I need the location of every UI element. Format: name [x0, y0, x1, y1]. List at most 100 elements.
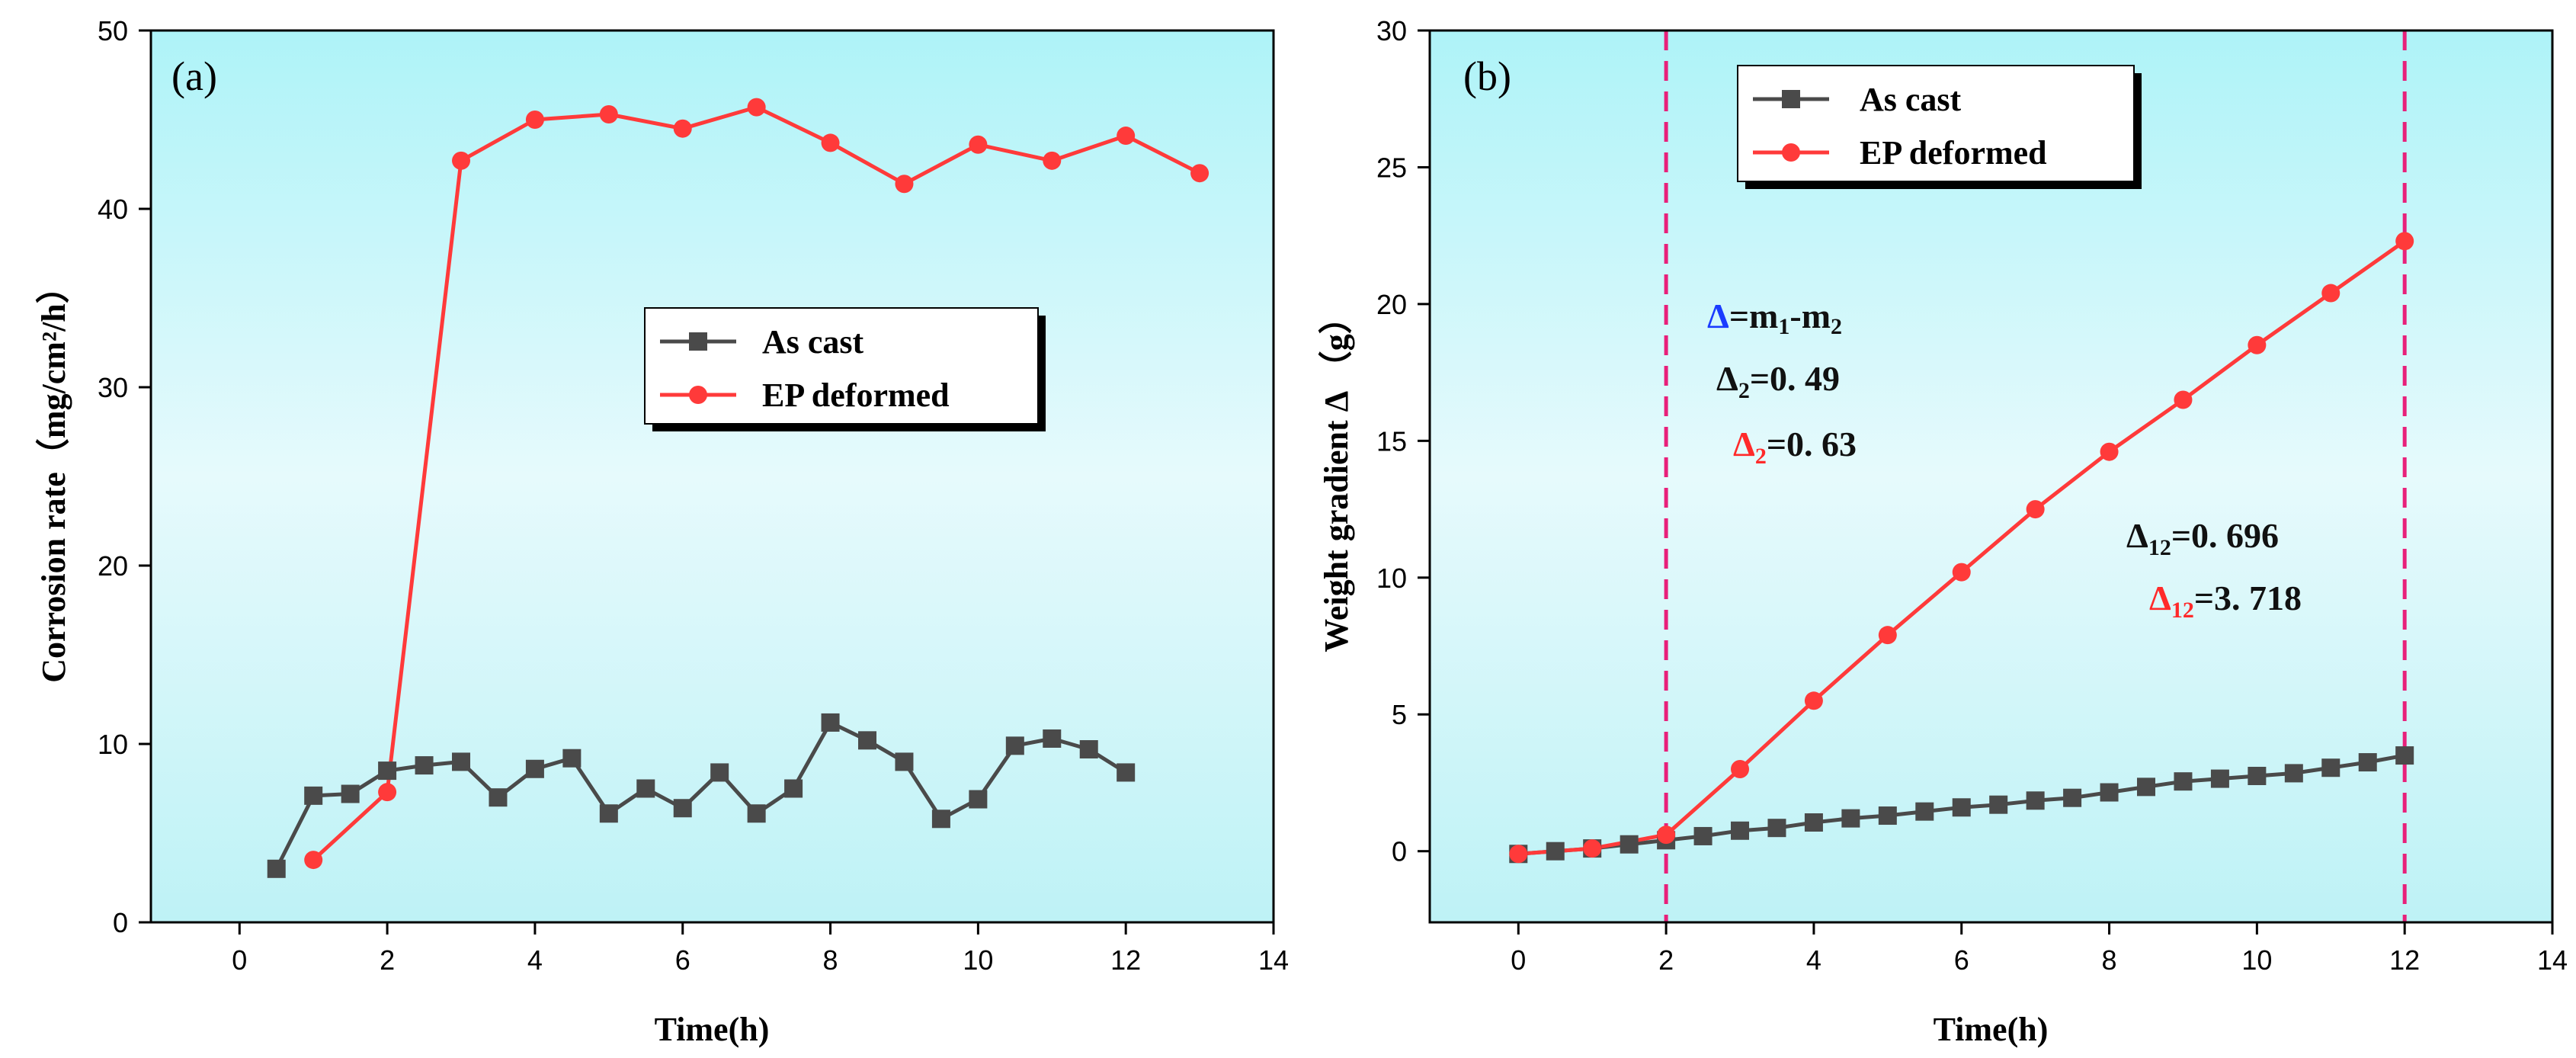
data-point-ep-deformed: [821, 133, 840, 152]
legend-b-ep-deformed-label: EP deformed: [1860, 134, 2047, 172]
panel-a-x-tick-label: 2: [380, 944, 395, 976]
data-point-ep-deformed: [378, 783, 397, 802]
annotation-delta-definition: Δ=m1-m2: [1707, 297, 1842, 339]
panel-b-x-tick-label: 14: [2537, 944, 2568, 976]
panel-b-weight-gradient-chart: 0 2 4 6 8 10 12 14 0 5 10 15 20 25 30 (b) Time(h) Weig…: [1318, 15, 2568, 1048]
data-point-as-cast: [2174, 772, 2193, 791]
data-point-ep-deformed: [525, 111, 544, 129]
data-point-ep-deformed: [1657, 826, 1676, 845]
legend-b-as-cast-marker: [1782, 90, 1800, 108]
annotation-as-cast-delta-2: Δ2=0. 49: [1716, 359, 1840, 403]
data-point-as-cast: [599, 804, 618, 823]
panel-b-plot-frame: [1428, 29, 2554, 924]
data-point-ep-deformed: [2248, 335, 2267, 354]
panel-b-y-tick-label: 15: [1376, 425, 1407, 457]
data-point-as-cast: [489, 788, 508, 807]
panel-a-y-tick-label: 20: [98, 550, 128, 582]
panel-a-corrosion-rate-chart: 0 2 4 6 8 10 12 14 0 10 20 30 40 50 (a) Time(h) Corro…: [35, 15, 1289, 1048]
panel-b-x-tick-label: 10: [2241, 944, 2272, 976]
panel-b-label: (b): [1463, 53, 1511, 99]
legend-as-cast-marker: [689, 332, 707, 351]
data-point-as-cast: [2100, 783, 2119, 802]
panel-b-x-tick-label: 0: [1511, 944, 1526, 976]
data-point-as-cast: [2321, 758, 2341, 777]
data-point-as-cast: [2210, 769, 2229, 788]
data-point-ep-deformed: [2026, 500, 2045, 519]
data-point-as-cast: [710, 763, 729, 782]
data-point-ep-deformed: [1878, 626, 1897, 645]
panel-b-y-tick-label: 20: [1376, 289, 1407, 320]
data-point-as-cast: [1952, 798, 1971, 817]
data-point-ep-deformed: [1731, 760, 1750, 779]
panel-b-x-axis-title: Time(h): [1934, 1011, 2049, 1048]
data-point-as-cast: [1079, 740, 1098, 759]
panel-a-y-tick-label: 10: [98, 729, 128, 760]
data-point-as-cast: [1693, 826, 1713, 845]
data-point-as-cast: [1043, 729, 1062, 748]
data-point-ep-deformed: [1117, 127, 1136, 146]
data-point-as-cast: [452, 752, 471, 771]
annotation-as-cast-delta-12: Δ12=0. 696: [2126, 516, 2279, 560]
panel-b-x-tick-label: 2: [1658, 944, 1674, 976]
panel-a-x-tick-label: 14: [1258, 944, 1289, 976]
data-point-ep-deformed: [1509, 845, 1528, 864]
data-point-as-cast: [267, 859, 286, 878]
annotation-ep-delta-12: Δ12=3. 718: [2149, 579, 2302, 623]
data-point-ep-deformed: [1583, 839, 1602, 858]
data-point-as-cast: [378, 761, 397, 781]
data-point-as-cast: [562, 749, 582, 768]
panel-a-x-tick-label: 0: [232, 944, 247, 976]
panel-b-x-tick-label: 12: [2389, 944, 2420, 976]
panel-b-y-tick-label: 25: [1376, 152, 1407, 183]
panel-a-x-tick-label: 12: [1110, 944, 1141, 976]
panel-a-x-tick-label: 6: [675, 944, 690, 976]
panel-b-y-tick-label: 30: [1376, 15, 1407, 46]
panel-b-legend-box: [1737, 65, 2135, 182]
data-point-as-cast: [784, 779, 803, 798]
data-point-as-cast: [1546, 842, 1565, 861]
data-point-ep-deformed: [895, 175, 914, 194]
data-point-ep-deformed: [673, 119, 692, 138]
panel-b-y-tick-label: 10: [1376, 563, 1407, 594]
data-point-as-cast: [1989, 795, 2008, 814]
panel-a-plot-frame: [149, 29, 1275, 924]
legend-as-cast-label: As cast: [762, 323, 864, 361]
data-point-ep-deformed: [452, 151, 471, 170]
panel-a-legend: As cast EP deformed: [644, 307, 1046, 431]
data-point-as-cast: [2137, 777, 2156, 797]
panel-a-y-tick-label: 0: [113, 907, 128, 938]
legend-ep-deformed-label: EP deformed: [762, 377, 950, 414]
data-point-as-cast: [341, 784, 360, 803]
panel-b-y-tick-label: 5: [1392, 699, 1407, 730]
data-point-as-cast: [2284, 764, 2303, 783]
data-point-ep-deformed: [2174, 390, 2193, 409]
panel-b-x-tick-label: 8: [2102, 944, 2117, 976]
panel-a-x-axis-title: Time(h): [655, 1011, 770, 1048]
data-point-as-cast: [525, 759, 544, 778]
data-point-as-cast: [1915, 802, 1934, 821]
data-point-as-cast: [858, 731, 877, 750]
panel-a-legend-box: [644, 307, 1039, 425]
panel-a-x-tick-label: 10: [963, 944, 993, 976]
panel-b-legend: As cast EP deformed: [1737, 65, 2142, 189]
panel-a-y-tick-label: 40: [98, 194, 128, 225]
data-point-as-cast: [2395, 746, 2414, 765]
data-point-ep-deformed: [2321, 284, 2341, 303]
panel-a-y-axis-title: Corrosion rate（mg/cm²/h）: [35, 270, 72, 683]
data-point-as-cast: [1731, 821, 1750, 840]
data-point-ep-deformed: [1952, 563, 1971, 582]
data-point-ep-deformed: [1190, 164, 1210, 183]
data-point-as-cast: [969, 790, 988, 809]
panel-a-y-tick-label: 30: [98, 372, 128, 403]
data-point-as-cast: [1117, 763, 1136, 782]
data-point-as-cast: [2358, 753, 2377, 772]
data-point-ep-deformed: [2395, 232, 2414, 251]
panel-b-y-axis-title: Weight gradient Δ （g）: [1318, 300, 1355, 652]
panel-a-x-tick-label: 4: [527, 944, 543, 976]
data-point-as-cast: [2026, 791, 2045, 810]
legend-ep-deformed-marker: [689, 386, 707, 404]
panel-a-y-tick-label: 50: [98, 15, 128, 46]
data-point-ep-deformed: [1804, 691, 1823, 710]
panel-b-y-tick-label: 0: [1392, 836, 1407, 867]
